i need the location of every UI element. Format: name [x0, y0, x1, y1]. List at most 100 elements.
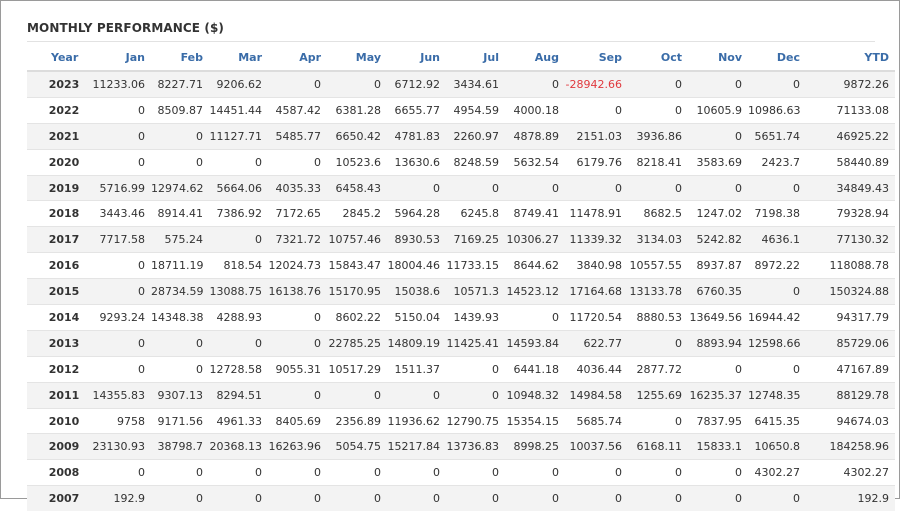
value-cell-nov: 15833.1 [688, 433, 748, 460]
value-cell-ytd: 77130.32 [806, 226, 895, 253]
value-cell-mar: 0 [209, 459, 268, 486]
value-cell-may: 0 [327, 459, 387, 486]
value-cell-nov: 13649.56 [688, 304, 748, 331]
value-cell-jan: 0 [91, 329, 151, 357]
value-cell-feb: 0 [151, 122, 209, 150]
value-cell-apr: 8405.69 [268, 407, 327, 434]
value-cell-apr: 16263.96 [268, 433, 327, 460]
value-cell-oct: 1255.69 [628, 381, 688, 409]
table-row: 2013 0 0 0 0 22785.25 14809.19 11425.41 14593.84… [27, 329, 895, 357]
value-cell-aug: 8749.41 [505, 200, 565, 227]
value-cell-sep: 0 [565, 459, 628, 486]
value-cell-aug: 10948.32 [505, 381, 565, 409]
table-header-row: Year Jan Feb Mar Apr May Jun Jul Aug Sep Oct Nov Dec… [27, 44, 895, 72]
column-header-feb: Feb [151, 44, 209, 72]
value-cell-jul: 8248.59 [446, 148, 505, 176]
value-cell-jan: 14355.83 [91, 381, 151, 409]
value-cell-ytd: 34849.43 [806, 174, 895, 201]
value-cell-aug: 0 [505, 485, 565, 511]
value-cell-aug: 0 [505, 304, 565, 331]
value-cell-apr: 0 [268, 70, 327, 98]
value-cell-jun: 0 [387, 174, 446, 201]
value-cell-aug: 14523.12 [505, 278, 565, 305]
value-cell-nov: 0 [688, 70, 748, 98]
value-cell-nov: 5242.82 [688, 226, 748, 253]
value-cell-jul: 0 [446, 355, 505, 383]
value-cell-sep: 6179.76 [565, 148, 628, 176]
year-cell: 2015 [27, 278, 91, 305]
value-cell-dec: 8972.22 [748, 252, 806, 279]
value-cell-aug: 8998.25 [505, 433, 565, 460]
value-cell-jan: 0 [91, 96, 151, 124]
column-header-year: Year [27, 44, 91, 72]
value-cell-ytd: 184258.96 [806, 433, 895, 460]
value-cell-apr: 0 [268, 148, 327, 176]
monthly-performance-table: Year Jan Feb Mar Apr May Jun Jul Aug Sep Oct Nov Dec… [27, 44, 895, 511]
value-cell-oct: 0 [628, 329, 688, 357]
value-cell-ytd: 94674.03 [806, 407, 895, 434]
value-cell-nov: 8937.87 [688, 252, 748, 279]
table-row: 2010 9758 9171.56 4961.33 8405.69 2356.89 1193… [27, 407, 895, 434]
value-cell-may: 8602.22 [327, 304, 387, 331]
value-cell-mar: 0 [209, 226, 268, 253]
value-cell-may: 10523.6 [327, 148, 387, 176]
value-cell-nov: 0 [688, 485, 748, 511]
value-cell-feb: 0 [151, 329, 209, 357]
value-cell-aug: 14593.84 [505, 329, 565, 357]
value-cell-dec: 7198.38 [748, 200, 806, 227]
value-cell-apr: 7321.72 [268, 226, 327, 253]
value-cell-may: 22785.25 [327, 329, 387, 357]
value-cell-jun: 6712.92 [387, 70, 446, 98]
value-cell-jul: 3434.61 [446, 70, 505, 98]
value-cell-aug: 0 [505, 174, 565, 201]
column-header-jan: Jan [91, 44, 151, 72]
value-cell-ytd: 150324.88 [806, 278, 895, 305]
value-cell-oct: 3936.86 [628, 122, 688, 150]
value-cell-dec: 4302.27 [748, 459, 806, 486]
value-cell-jan: 0 [91, 148, 151, 176]
value-cell-apr: 0 [268, 381, 327, 409]
value-cell-apr: 0 [268, 459, 327, 486]
value-cell-mar: 11127.71 [209, 122, 268, 150]
value-cell-nov: 8893.94 [688, 329, 748, 357]
table-row: 2020 0 0 0 0 10523.6 13630.6 8248.59 5632.54 6179… [27, 148, 895, 176]
value-cell-sep: 2151.03 [565, 122, 628, 150]
value-cell-ytd: 4302.27 [806, 459, 895, 486]
value-cell-mar: 4288.93 [209, 304, 268, 331]
value-cell-sep: 3840.98 [565, 252, 628, 279]
column-header-dec: Dec [748, 44, 806, 72]
table-row: 2018 3443.46 8914.41 7386.92 7172.65 2845.2 59… [27, 200, 895, 227]
value-cell-dec: 0 [748, 278, 806, 305]
value-cell-jul: 2260.97 [446, 122, 505, 150]
value-cell-jun: 0 [387, 485, 446, 511]
value-cell-jun: 4781.83 [387, 122, 446, 150]
value-cell-feb: 8914.41 [151, 200, 209, 227]
column-header-aug: Aug [505, 44, 565, 72]
value-cell-jun: 8930.53 [387, 226, 446, 253]
value-cell-ytd: 118088.78 [806, 252, 895, 279]
value-cell-jan: 11233.06 [91, 70, 151, 98]
value-cell-sep: 622.77 [565, 329, 628, 357]
value-cell-ytd: 94317.79 [806, 304, 895, 331]
value-cell-oct: 3134.03 [628, 226, 688, 253]
value-cell-ytd: 79328.94 [806, 200, 895, 227]
value-cell-jun: 0 [387, 381, 446, 409]
value-cell-apr: 7172.65 [268, 200, 327, 227]
value-cell-sep: 10037.56 [565, 433, 628, 460]
value-cell-jun: 11936.62 [387, 407, 446, 434]
year-cell: 2014 [27, 304, 91, 331]
title-divider [27, 41, 875, 42]
value-cell-feb: 8227.71 [151, 70, 209, 98]
value-cell-jun: 15217.84 [387, 433, 446, 460]
value-cell-sep: -28942.66 [565, 70, 628, 98]
value-cell-apr: 12024.73 [268, 252, 327, 279]
value-cell-sep: 11339.32 [565, 226, 628, 253]
value-cell-oct: 0 [628, 407, 688, 434]
value-cell-jul: 10571.3 [446, 278, 505, 305]
value-cell-mar: 0 [209, 329, 268, 357]
value-cell-jul: 6245.8 [446, 200, 505, 227]
value-cell-may: 5054.75 [327, 433, 387, 460]
value-cell-apr: 16138.76 [268, 278, 327, 305]
value-cell-jul: 11425.41 [446, 329, 505, 357]
value-cell-sep: 4036.44 [565, 355, 628, 383]
